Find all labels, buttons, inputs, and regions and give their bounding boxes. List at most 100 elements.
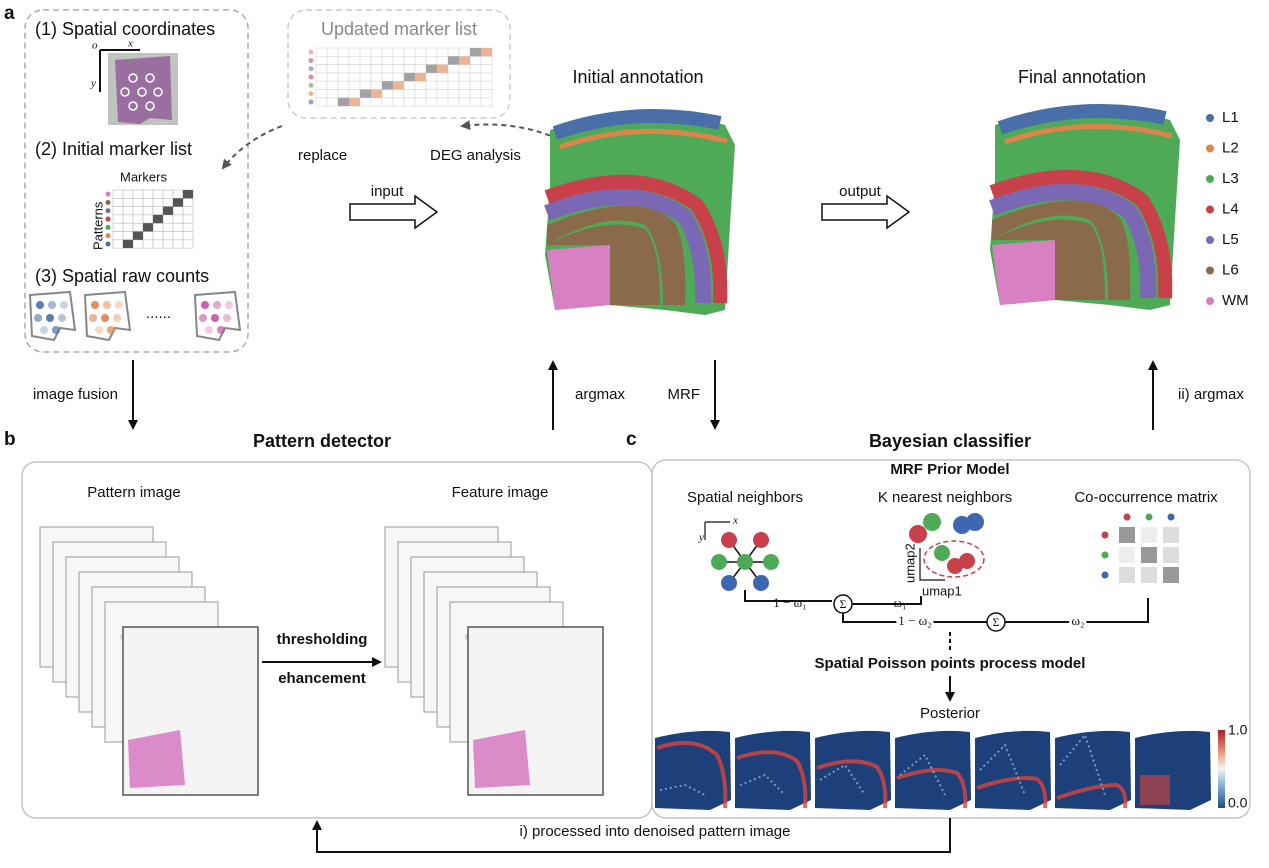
marker-cell: [393, 81, 404, 90]
axis-label: y: [698, 532, 704, 544]
grid-cell: [447, 97, 460, 107]
marker-cell: [123, 239, 133, 249]
grid-cell: [436, 80, 449, 90]
arrow-label: ii) argmax: [1178, 386, 1244, 403]
grid-cell: [112, 222, 124, 232]
grid-cell: [142, 239, 154, 249]
grid-cell: [142, 231, 154, 241]
pattern-dot: [308, 66, 314, 72]
grid-cell: [315, 72, 328, 82]
pattern-blob: [473, 730, 530, 788]
colorbar-label: 1.0: [1228, 722, 1248, 738]
legend-label: L2: [1222, 139, 1239, 156]
marker-cell: [415, 72, 426, 82]
grid-cell: [132, 206, 144, 216]
raw-counts: [28, 290, 242, 342]
legend-marker: [1206, 144, 1214, 153]
grid-cell: [403, 80, 416, 90]
arrow-label: replace: [298, 147, 347, 164]
grid-cell: [326, 55, 339, 65]
region: [544, 188, 712, 304]
ellipsis: ......: [146, 305, 171, 322]
arrow-label: image fusion: [33, 386, 118, 403]
grid-cell: [414, 55, 427, 65]
grid-cell: [122, 222, 134, 232]
panel-label: c: [626, 429, 637, 450]
legend-marker: [1206, 175, 1214, 183]
posterior-band: [976, 776, 1048, 809]
posterior-map: [735, 730, 811, 810]
grid-cell: [480, 80, 493, 90]
grid-cell: [381, 72, 394, 82]
posterior-band: [1140, 775, 1170, 805]
grid-cell: [162, 231, 174, 241]
grid-cell: [315, 97, 328, 107]
grid-cell: [337, 72, 350, 82]
grid-cell: [326, 47, 339, 57]
count-dot: [52, 326, 60, 334]
step-title: (3) Spatial raw counts: [35, 266, 209, 286]
grid-cell: [425, 89, 438, 99]
grid-cell: [469, 97, 482, 107]
region: [547, 245, 610, 310]
region: [992, 200, 1131, 300]
axes: [704, 521, 730, 540]
region: [559, 128, 728, 150]
count-dot: [201, 301, 209, 309]
map-title: Final annotation: [1018, 67, 1146, 87]
grid-cell: [315, 47, 328, 57]
legend-marker: [1206, 266, 1214, 275]
updated-box: [287, 9, 511, 119]
spots: [120, 73, 163, 111]
tissue-outline: [193, 290, 242, 342]
count-dot: [205, 326, 213, 334]
weight-label: ω₁: [893, 595, 906, 610]
grid-label: Markers: [120, 169, 167, 184]
grid-cell: [112, 239, 124, 249]
grid-cell: [392, 47, 405, 57]
grid-cell: [425, 97, 438, 107]
grid-cell: [447, 89, 460, 99]
panel-title: Bayesian classifier: [869, 431, 1031, 451]
marker-cell: [382, 81, 393, 90]
pattern-dot: [105, 208, 111, 214]
grid-cell: [370, 97, 383, 107]
count-dot: [46, 314, 54, 322]
arrow-label: thresholding: [277, 631, 368, 648]
colorbar-label: 0.0: [1228, 795, 1248, 811]
tissue: [115, 56, 172, 124]
grid-cell: [359, 72, 372, 82]
arrow-label: input: [371, 183, 404, 200]
matrix-cell: [1163, 547, 1179, 563]
grid-cell: [122, 206, 134, 216]
grid-cell: [480, 72, 493, 82]
grid-cell: [436, 47, 449, 57]
pattern-dot: [105, 216, 111, 222]
grid-cell: [403, 47, 416, 57]
section-label: Posterior: [920, 705, 980, 722]
axis-label: umap2: [902, 543, 917, 583]
grid-cell: [162, 222, 174, 232]
annotation-map: [989, 104, 1180, 310]
count-dot: [213, 301, 221, 309]
grid-cell: [132, 198, 144, 207]
grid-cell: [142, 189, 154, 199]
pattern-blob: [128, 730, 185, 788]
marker-cell: [470, 48, 481, 57]
grid-cell: [359, 55, 372, 65]
connector: [852, 596, 922, 605]
arrow: [312, 818, 951, 853]
count-dot: [217, 326, 225, 334]
grid-cell: [370, 55, 383, 65]
grid-cell: [480, 97, 493, 107]
grid-cell: [403, 97, 416, 107]
section-label: Co-occurrence matrix: [1074, 489, 1218, 506]
grid-cell: [447, 80, 460, 90]
section-label: Spatial neighbors: [687, 489, 803, 506]
grid-cell: [425, 80, 438, 90]
grid-cell: [370, 72, 383, 82]
arrow-label: DEG analysis: [430, 147, 521, 164]
count-dot: [223, 314, 231, 322]
grid-cell: [112, 189, 124, 199]
annotation-maps: [544, 104, 1180, 315]
